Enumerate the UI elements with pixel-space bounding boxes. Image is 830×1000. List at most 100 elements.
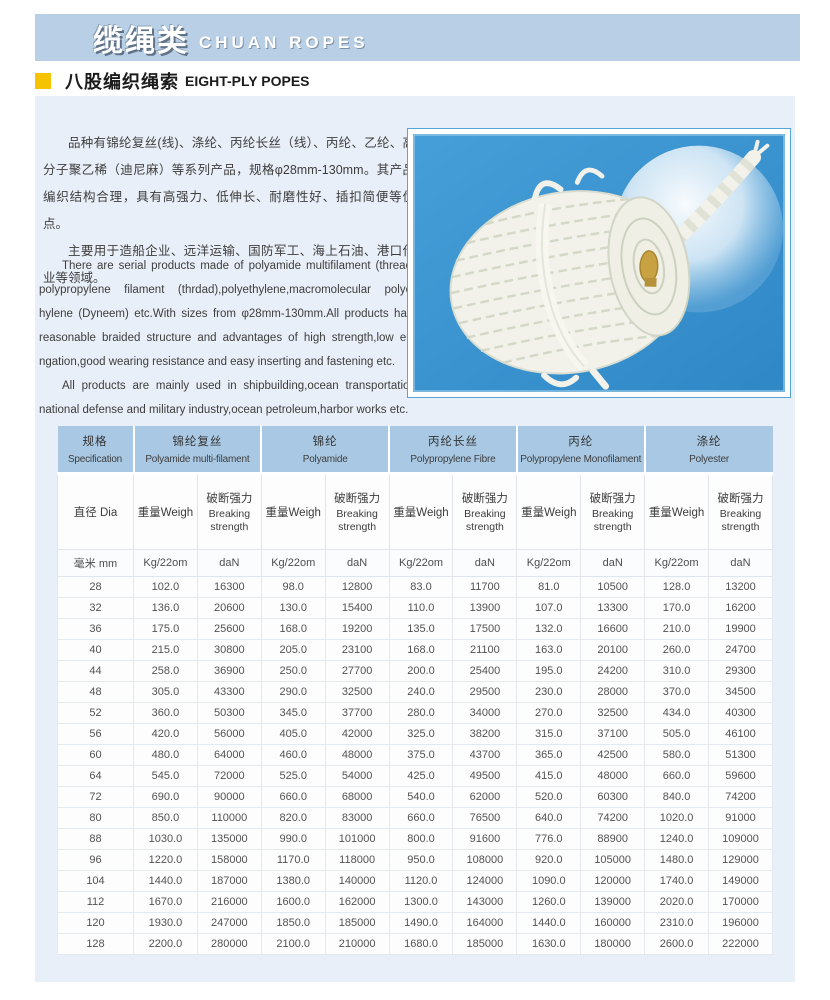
spec-value: 43300 bbox=[196, 681, 262, 703]
table-row: 104 1440.0 187000 1380.0 140000 1120.0 124000 1… bbox=[57, 870, 773, 892]
spec-value: 49500 bbox=[452, 765, 518, 787]
spec-value: 72000 bbox=[196, 765, 262, 787]
spec-value: 23100 bbox=[324, 639, 390, 661]
spec-value: 640.0 bbox=[516, 807, 582, 829]
diameter-value: 120 bbox=[57, 912, 134, 934]
spec-value: 1440.0 bbox=[516, 912, 582, 934]
spec-value: 40300 bbox=[708, 702, 773, 724]
spec-value: 17500 bbox=[452, 618, 518, 640]
weight-unit: Kg/22om bbox=[516, 549, 582, 577]
spec-value: 13200 bbox=[708, 576, 773, 598]
spec-value: 280000 bbox=[196, 933, 262, 955]
spec-value: 990.0 bbox=[260, 828, 326, 850]
breaking-strength-header: 破断强力 Breaking strength bbox=[708, 473, 773, 550]
breaking-unit: daN bbox=[196, 549, 262, 577]
table-row: 80 850.0 110000 820.0 83000 660.0 76500 640.0 74… bbox=[57, 807, 773, 829]
diameter-header: 直径 Dia bbox=[57, 473, 134, 550]
spec-value: 101000 bbox=[324, 828, 390, 850]
spec-value: 120000 bbox=[580, 870, 646, 892]
table-row: 52 360.0 50300 345.0 37700 280.0 34000 270.0 325… bbox=[57, 702, 773, 724]
spec-value: 81.0 bbox=[516, 576, 582, 598]
spec-value: 60300 bbox=[580, 786, 646, 808]
spec-value: 2020.0 bbox=[644, 891, 710, 913]
spec-value: 1850.0 bbox=[260, 912, 326, 934]
spec-value: 16300 bbox=[196, 576, 262, 598]
weight-unit: Kg/22om bbox=[260, 549, 326, 577]
diameter-value: 60 bbox=[57, 744, 134, 766]
diameter-value: 44 bbox=[57, 660, 134, 682]
spec-value: 170000 bbox=[708, 891, 773, 913]
spec-value: 1030.0 bbox=[133, 828, 198, 850]
weight-unit: Kg/22om bbox=[388, 549, 454, 577]
weight-header: 重量Weigh bbox=[516, 473, 582, 550]
spec-value: 37700 bbox=[324, 702, 390, 724]
spec-value: 525.0 bbox=[260, 765, 326, 787]
diameter-value: 80 bbox=[57, 807, 134, 829]
spec-value: 160000 bbox=[580, 912, 646, 934]
spec-value: 29500 bbox=[452, 681, 518, 703]
spec-value: 216000 bbox=[196, 891, 262, 913]
spec-value: 360.0 bbox=[133, 702, 198, 724]
spec-value: 776.0 bbox=[516, 828, 582, 850]
spec-value: 1490.0 bbox=[388, 912, 454, 934]
diameter-value: 28 bbox=[57, 576, 134, 598]
spec-value: 187000 bbox=[196, 870, 262, 892]
spec-value: 34500 bbox=[708, 681, 773, 703]
spec-value: 505.0 bbox=[644, 723, 710, 745]
diameter-value: 48 bbox=[57, 681, 134, 703]
intro-en-paragraph: All products are mainly used in shipbuil… bbox=[39, 380, 419, 416]
spec-value: 1170.0 bbox=[260, 849, 326, 871]
spec-value: 76500 bbox=[452, 807, 518, 829]
spec-value: 1600.0 bbox=[260, 891, 326, 913]
spec-value: 38200 bbox=[452, 723, 518, 745]
spec-value: 149000 bbox=[708, 870, 773, 892]
spec-value: 135000 bbox=[196, 828, 262, 850]
spec-value: 59600 bbox=[708, 765, 773, 787]
spec-value: 25600 bbox=[196, 618, 262, 640]
spec-value: 1670.0 bbox=[133, 891, 198, 913]
spec-value: 16600 bbox=[580, 618, 646, 640]
spec-value: 64000 bbox=[196, 744, 262, 766]
spec-value: 660.0 bbox=[644, 765, 710, 787]
spec-value: 920.0 bbox=[516, 849, 582, 871]
spec-value: 480.0 bbox=[133, 744, 198, 766]
spec-value: 660.0 bbox=[260, 786, 326, 808]
spec-value: 580.0 bbox=[644, 744, 710, 766]
spec-value: 1020.0 bbox=[644, 807, 710, 829]
category-title-en: CHUAN ROPES bbox=[199, 32, 369, 52]
spec-value: 12800 bbox=[324, 576, 390, 598]
spec-value: 34000 bbox=[452, 702, 518, 724]
spec-value: 50300 bbox=[196, 702, 262, 724]
spec-value: 210.0 bbox=[644, 618, 710, 640]
diameter-value: 52 bbox=[57, 702, 134, 724]
spec-value: 247000 bbox=[196, 912, 262, 934]
breaking-strength-header: 破断强力 Breaking strength bbox=[452, 473, 518, 550]
spec-value: 43700 bbox=[452, 744, 518, 766]
table-row: 128 2200.0 280000 2100.0 210000 1680.0 185000 1… bbox=[57, 933, 773, 955]
spec-value: 42500 bbox=[580, 744, 646, 766]
breaking-unit: daN bbox=[580, 549, 646, 577]
spec-value: 425.0 bbox=[388, 765, 454, 787]
table-row: 112 1670.0 216000 1600.0 162000 1300.0 143000 1… bbox=[57, 891, 773, 913]
spec-value: 36900 bbox=[196, 660, 262, 682]
spec-value: 260.0 bbox=[644, 639, 710, 661]
category-title-zh: 缆绳类 bbox=[93, 24, 189, 58]
section-subtitle: 八股编织绳索 EIGHT-PLY POPES bbox=[35, 68, 310, 94]
column-group-header: 丙纶 Polypropylene Monofilament bbox=[516, 426, 646, 475]
spec-value: 240.0 bbox=[388, 681, 454, 703]
spec-value: 83.0 bbox=[388, 576, 454, 598]
spec-value: 20100 bbox=[580, 639, 646, 661]
breaking-strength-header: 破断强力 Breaking strength bbox=[196, 473, 262, 550]
spec-value: 434.0 bbox=[644, 702, 710, 724]
spec-value: 415.0 bbox=[516, 765, 582, 787]
diameter-value: 64 bbox=[57, 765, 134, 787]
spec-value: 28000 bbox=[580, 681, 646, 703]
spec-value: 48000 bbox=[580, 765, 646, 787]
spec-value: 118000 bbox=[324, 849, 390, 871]
spec-value: 310.0 bbox=[644, 660, 710, 682]
spec-value: 405.0 bbox=[260, 723, 326, 745]
spec-value: 540.0 bbox=[388, 786, 454, 808]
spec-value: 210000 bbox=[324, 933, 390, 955]
bullet-square-icon bbox=[35, 73, 51, 89]
breaking-unit: daN bbox=[324, 549, 390, 577]
